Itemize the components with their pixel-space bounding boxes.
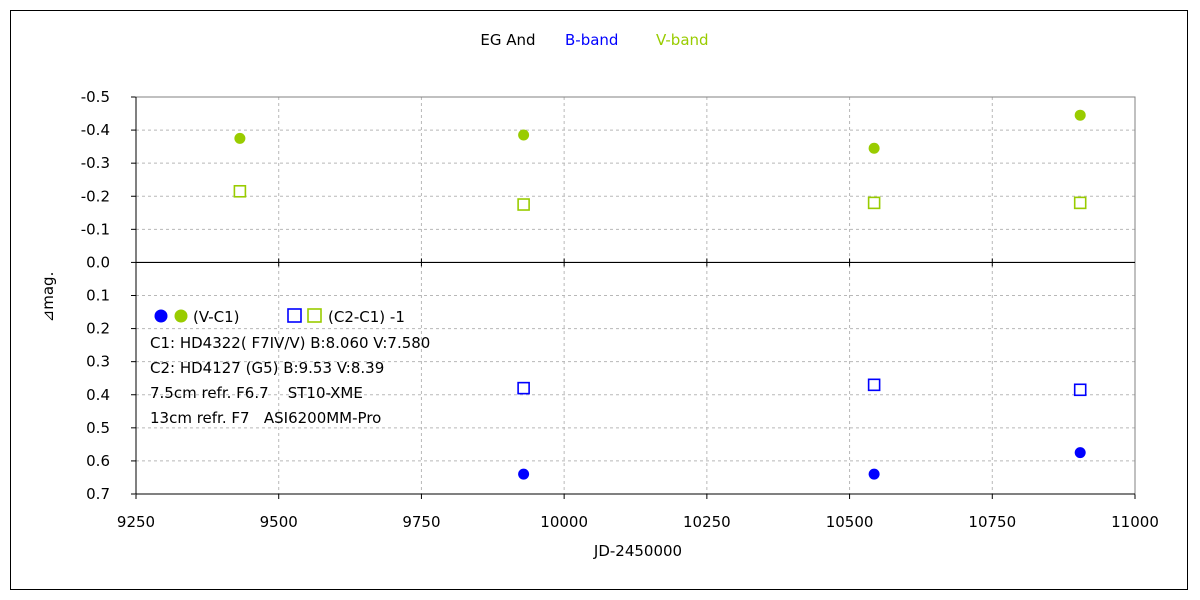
tick-labels: 9250 9500 9750 10000 10250 10500 10750 11000 -0.… bbox=[81, 88, 1159, 531]
x-tick-label: 9750 bbox=[402, 513, 440, 531]
y-tick-label: 0.6 bbox=[86, 452, 110, 470]
data-marks bbox=[233, 109, 1087, 480]
x-tick-label: 10250 bbox=[683, 513, 731, 531]
x-tick-label: 10750 bbox=[968, 513, 1016, 531]
data-point-v-square bbox=[233, 184, 247, 198]
legend-label-c2c1: (C2-C1) -1 bbox=[328, 308, 405, 326]
chart-title: EG And bbox=[480, 31, 535, 49]
x-tick-label: 9500 bbox=[260, 513, 298, 531]
y-tick-label: 0.2 bbox=[86, 320, 110, 338]
axes bbox=[131, 96, 1136, 499]
data-point-b-square bbox=[517, 381, 530, 395]
data-point-v-square bbox=[1073, 196, 1087, 210]
legend: (V-C1) (C2-C1) -1 bbox=[154, 308, 405, 326]
x-tick-label: 10500 bbox=[826, 513, 874, 531]
y-tick-label: 0.1 bbox=[86, 287, 110, 305]
y-tick-label: 0.0 bbox=[86, 253, 110, 271]
annotation-block: C1: HD4322( F7IV/V) B:8.060 V:7.580 C2: … bbox=[150, 334, 430, 427]
data-point-v-circle bbox=[234, 132, 246, 144]
title-star: EG And bbox=[480, 31, 535, 49]
x-tick-label: 9250 bbox=[117, 513, 155, 531]
title-b-band: B-band bbox=[565, 31, 618, 49]
legend-marker-v-circle bbox=[174, 309, 188, 323]
y-tick-label: -0.3 bbox=[81, 154, 110, 172]
data-point-v-square bbox=[867, 196, 881, 210]
x-tick-label: 10000 bbox=[540, 513, 588, 531]
y-tick-label: -0.1 bbox=[81, 220, 110, 238]
data-point-b-circle bbox=[1074, 447, 1086, 459]
y-tick-label: 0.5 bbox=[86, 419, 110, 437]
data-point-b-square bbox=[1073, 383, 1087, 397]
data-point-b-circle bbox=[868, 468, 880, 480]
data-point-b-circle bbox=[518, 468, 530, 480]
y-tick-label: 0.4 bbox=[86, 386, 110, 404]
annotation-scope-1: 7.5cm refr. F6.7 ST10-XME bbox=[150, 384, 363, 402]
chart-frame bbox=[10, 10, 1188, 590]
y-tick-label: -0.2 bbox=[81, 187, 110, 205]
annotation-c2: C2: HD4127 (G5) B:9.53 V:8.39 bbox=[150, 359, 384, 377]
data-point-v-circle bbox=[518, 129, 530, 141]
y-tick-label: -0.5 bbox=[81, 88, 110, 106]
y-tick-label: 0.7 bbox=[86, 485, 110, 503]
x-tick-label: 11000 bbox=[1111, 513, 1159, 531]
y-tick-label: -0.4 bbox=[81, 121, 110, 139]
annotation-c1: C1: HD4322( F7IV/V) B:8.060 V:7.580 bbox=[150, 334, 430, 352]
data-point-v-circle bbox=[1074, 109, 1086, 121]
data-point-v-circle bbox=[868, 142, 880, 154]
grid bbox=[136, 97, 1135, 494]
legend-marker-v-square bbox=[307, 308, 322, 323]
data-point-v-square bbox=[517, 198, 530, 211]
annotation-scope-2: 13cm refr. F7 ASI6200MM-Pro bbox=[150, 409, 381, 427]
legend-marker-b-square bbox=[287, 308, 302, 323]
legend-label-vc1: (V-C1) bbox=[193, 308, 240, 326]
y-tick-label: 0.3 bbox=[86, 353, 110, 371]
x-axis-label: JD-2450000 bbox=[593, 542, 682, 560]
legend-marker-b-circle bbox=[154, 309, 168, 323]
title-v-band: V-band bbox=[656, 31, 709, 49]
y-axis-label: ⊿mag. bbox=[39, 272, 57, 323]
data-point-b-square bbox=[867, 378, 881, 392]
